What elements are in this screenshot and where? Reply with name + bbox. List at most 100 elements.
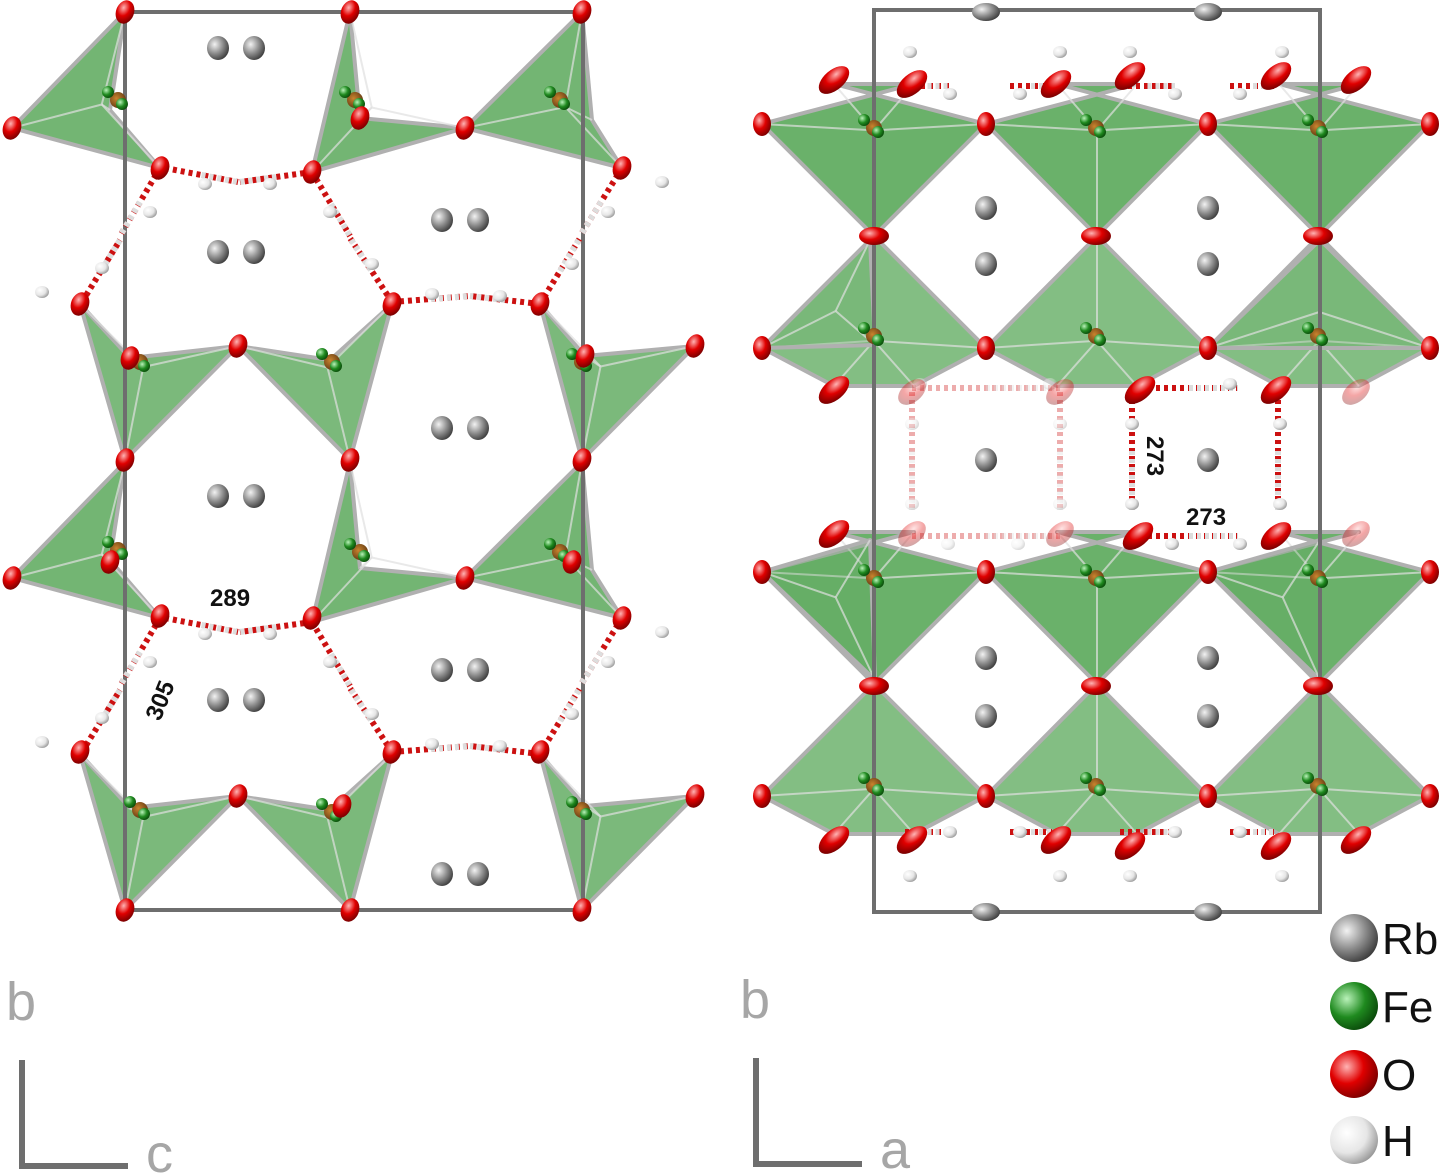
iron-atom bbox=[1094, 334, 1106, 346]
hydrogen-atom bbox=[143, 206, 157, 218]
tetrahedron-edge bbox=[326, 303, 393, 369]
rubidium-atom bbox=[467, 862, 489, 886]
oxygen-atom bbox=[859, 677, 889, 695]
hydrogen-atom bbox=[323, 656, 337, 668]
iron-atom bbox=[1302, 322, 1314, 334]
tetrahedron-edge bbox=[1056, 340, 1098, 387]
oxygen-atom bbox=[340, 0, 360, 24]
hydrogen-atom bbox=[655, 176, 669, 188]
tetrahedron-edge bbox=[1207, 787, 1320, 797]
tetrahedron-edge bbox=[873, 340, 915, 387]
oxygen-atom bbox=[302, 606, 322, 630]
tetrahedron-edge bbox=[237, 345, 328, 369]
tetrahedron-edge bbox=[761, 310, 837, 349]
oxygen-atom bbox=[818, 66, 850, 94]
fe-tetrahedron bbox=[760, 238, 877, 350]
tetrahedron-edge bbox=[371, 556, 466, 579]
rubidium-atom bbox=[207, 484, 229, 508]
oxygen-atom bbox=[612, 606, 632, 630]
hydrogen-bond bbox=[98, 688, 123, 723]
oxygen-atom bbox=[1340, 826, 1372, 854]
iron-atom bbox=[872, 334, 884, 346]
oxygen-atom bbox=[977, 112, 995, 136]
oxygen-atom bbox=[572, 0, 592, 24]
iron-atom bbox=[1316, 784, 1328, 796]
tetrahedron-edge bbox=[464, 106, 566, 129]
tetrahedron-edge bbox=[873, 787, 987, 797]
oxygen-atom bbox=[1081, 227, 1111, 245]
oxygen-atom bbox=[1114, 62, 1146, 90]
iron-atom bbox=[1080, 564, 1092, 576]
tetrahedron-edge bbox=[564, 461, 583, 558]
hydrogen-atom bbox=[35, 286, 49, 298]
tetrahedron-edge bbox=[873, 788, 915, 835]
hydrogen-atom bbox=[1233, 88, 1247, 100]
tetrahedron-edge bbox=[237, 795, 328, 819]
oxygen-atom bbox=[1124, 376, 1156, 404]
hydrogen-atom bbox=[1275, 46, 1289, 58]
gray-sphere-icon bbox=[1330, 914, 1378, 962]
oxygen-atom bbox=[2, 566, 22, 590]
hydrogen-atom bbox=[1123, 870, 1137, 882]
hydrogen-atom bbox=[263, 178, 277, 190]
iron-atom bbox=[1080, 322, 1092, 334]
tetrahedron-edge bbox=[1096, 83, 1138, 132]
tetrahedron-edge bbox=[761, 787, 875, 797]
oxygen-atom bbox=[340, 448, 360, 472]
hydrogen-atom bbox=[941, 538, 955, 550]
oxygen-atom bbox=[228, 784, 248, 808]
tetrahedron-edge bbox=[1096, 787, 1209, 797]
oxygen-atom bbox=[753, 560, 771, 584]
iron-atom bbox=[124, 796, 136, 808]
iron-atom bbox=[1302, 114, 1314, 126]
hydrogen-atom bbox=[1053, 870, 1067, 882]
tetrahedron-edge bbox=[11, 553, 103, 579]
iron-atom bbox=[116, 98, 128, 110]
oxygen-atom bbox=[350, 106, 370, 130]
iron-atom bbox=[544, 86, 556, 98]
oxygen-atom bbox=[530, 292, 550, 316]
oxygen-atom bbox=[1260, 376, 1292, 404]
iron-atom bbox=[339, 86, 351, 98]
tetrahedron-edge bbox=[600, 345, 696, 368]
fe-tetrahedra-right bbox=[760, 82, 1432, 836]
fe-tetrahedron bbox=[463, 460, 624, 620]
iron-atom bbox=[1080, 114, 1092, 126]
oxygen-atom bbox=[1421, 336, 1439, 360]
oxygen-atom bbox=[1040, 826, 1072, 854]
rubidium-atom bbox=[431, 658, 453, 682]
oxygen-atom bbox=[455, 116, 475, 140]
iron-atom bbox=[316, 798, 328, 810]
oxygen-atom bbox=[1421, 560, 1439, 584]
hydrogen-atom bbox=[1013, 88, 1027, 100]
rubidium-atom bbox=[1197, 448, 1219, 472]
iron-atom bbox=[330, 360, 342, 372]
oxygen-atom bbox=[612, 156, 632, 180]
oxygen-atom bbox=[898, 379, 926, 405]
rubidium-atom bbox=[243, 688, 265, 712]
tetrahedron-edge bbox=[985, 123, 1098, 132]
rubidium-atom bbox=[1197, 196, 1219, 220]
hydrogen-atom bbox=[365, 708, 379, 720]
tetrahedron-edge bbox=[1207, 123, 1320, 132]
rubidium-atom bbox=[975, 646, 997, 670]
oxygen-atom bbox=[818, 376, 850, 404]
oxygen-atom bbox=[382, 740, 402, 764]
left-structure-panel: 289 305 bbox=[2, 0, 705, 922]
hydrogen-bond bbox=[117, 200, 143, 238]
oxygen-atom bbox=[898, 521, 926, 547]
iron-atom bbox=[1080, 772, 1092, 784]
rubidium-atom bbox=[972, 903, 1000, 921]
rubidium-atom bbox=[1197, 704, 1219, 728]
hydrogen-atom bbox=[198, 628, 212, 640]
tetrahedron-edge bbox=[1319, 311, 1431, 349]
legend-label-o: O bbox=[1382, 1051, 1416, 1100]
tetrahedron-edge bbox=[124, 816, 145, 911]
oxygen-atom bbox=[977, 560, 995, 584]
oxygen-atom bbox=[572, 898, 592, 922]
oxygen-atom bbox=[977, 784, 995, 808]
iron-atom bbox=[344, 538, 356, 550]
legend-label-fe: Fe bbox=[1382, 983, 1433, 1032]
axis-label-c: c bbox=[146, 1124, 173, 1176]
iron-atom bbox=[858, 772, 870, 784]
